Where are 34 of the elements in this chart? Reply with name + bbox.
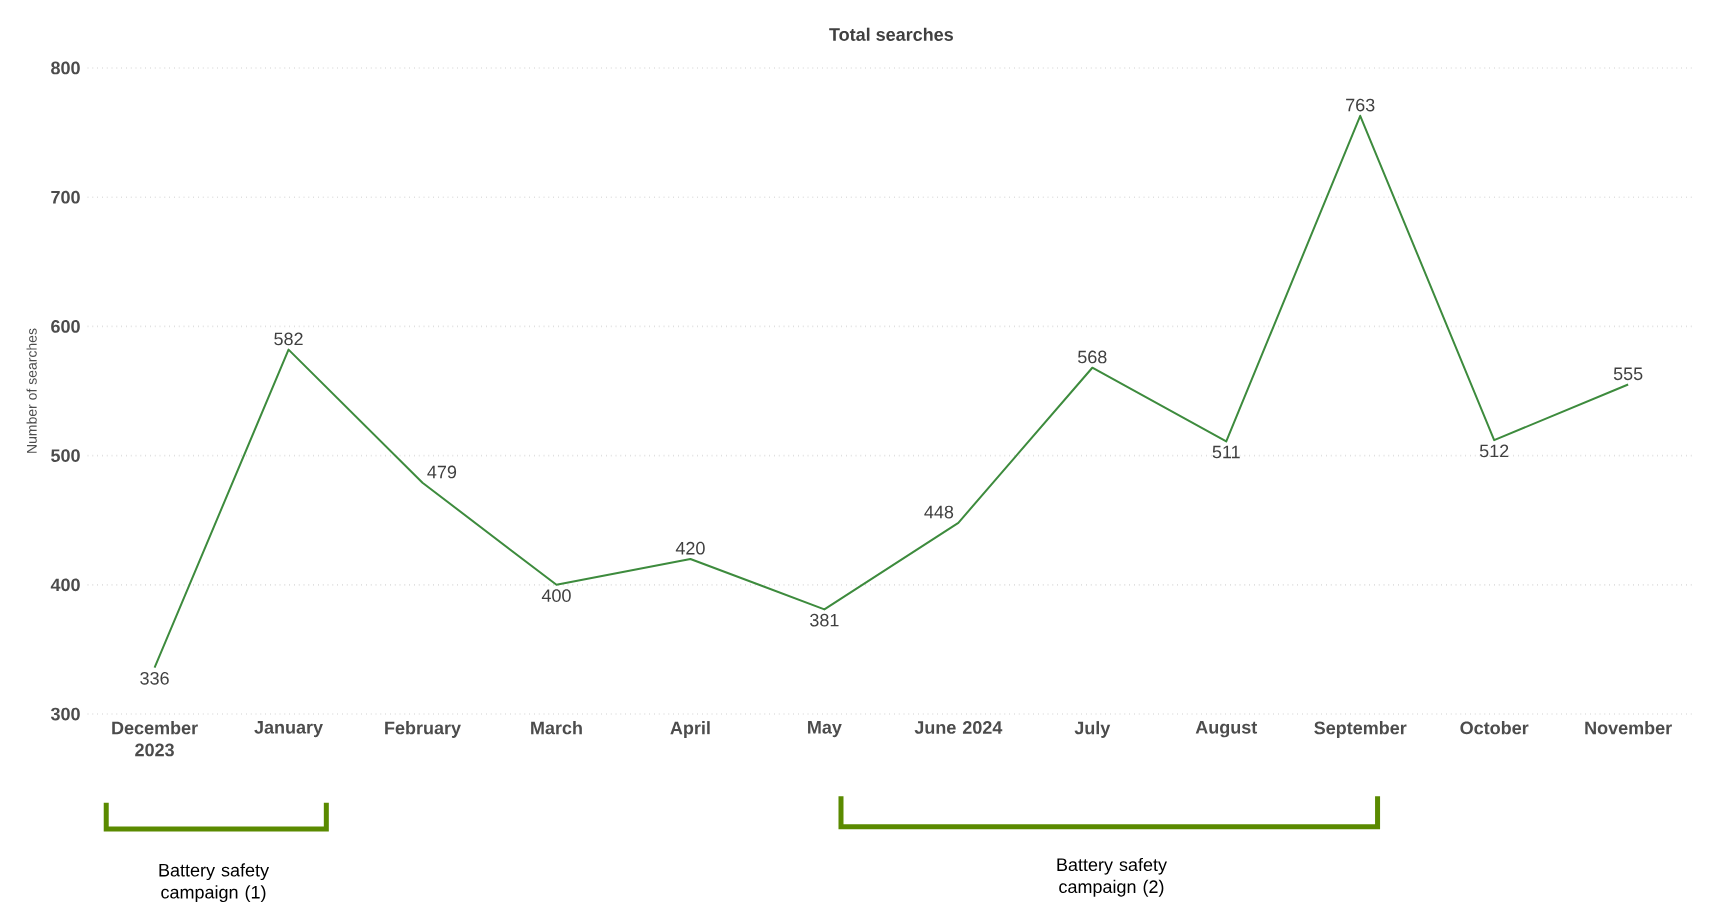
x-tick-label: March [531,721,582,735]
data-label: 512 [1479,444,1509,458]
x-tick-label: February [385,721,461,738]
x-tick-label: August [1195,721,1258,738]
data-label: 381 [810,613,839,627]
data-label: 336 [140,671,169,685]
data-label: 568 [1078,350,1107,364]
data-label: 555 [1613,367,1643,381]
x-tick-label: September [1314,721,1407,738]
data-label: 511 [1212,445,1240,459]
data-label: 400 [541,589,571,602]
x-tick-label: July [1074,721,1111,738]
x-tick-label: May [808,721,842,738]
y-tick-label: 700 [51,190,80,204]
x-tick-label: January [254,721,323,738]
text: Battery safety campaign (2) [1057,857,1167,897]
x-tick-label: June 2024 [914,721,1003,734]
x-tick-label: April [670,721,710,738]
data-label: 479 [427,465,457,479]
x-tick-label: October [1460,721,1529,735]
data-label: 582 [274,332,303,346]
data-label: 763 [1346,98,1375,112]
text: Battery safety campaign (1) [159,863,270,903]
y-axis-title: Number of searches [26,328,37,453]
y-tick-label: 500 [51,449,80,462]
x-tick-label: December 2023 [112,721,198,757]
y-tick-label: 800 [51,61,80,75]
y-tick-label: 600 [51,320,80,333]
y-tick-label: 400 [50,578,80,592]
data-label: 420 [675,541,705,555]
x-tick-label: November [1585,721,1672,735]
chart-title: Total searches [829,27,953,41]
data-label: 448 [924,505,954,519]
y-tick-label: 300 [50,707,80,721]
